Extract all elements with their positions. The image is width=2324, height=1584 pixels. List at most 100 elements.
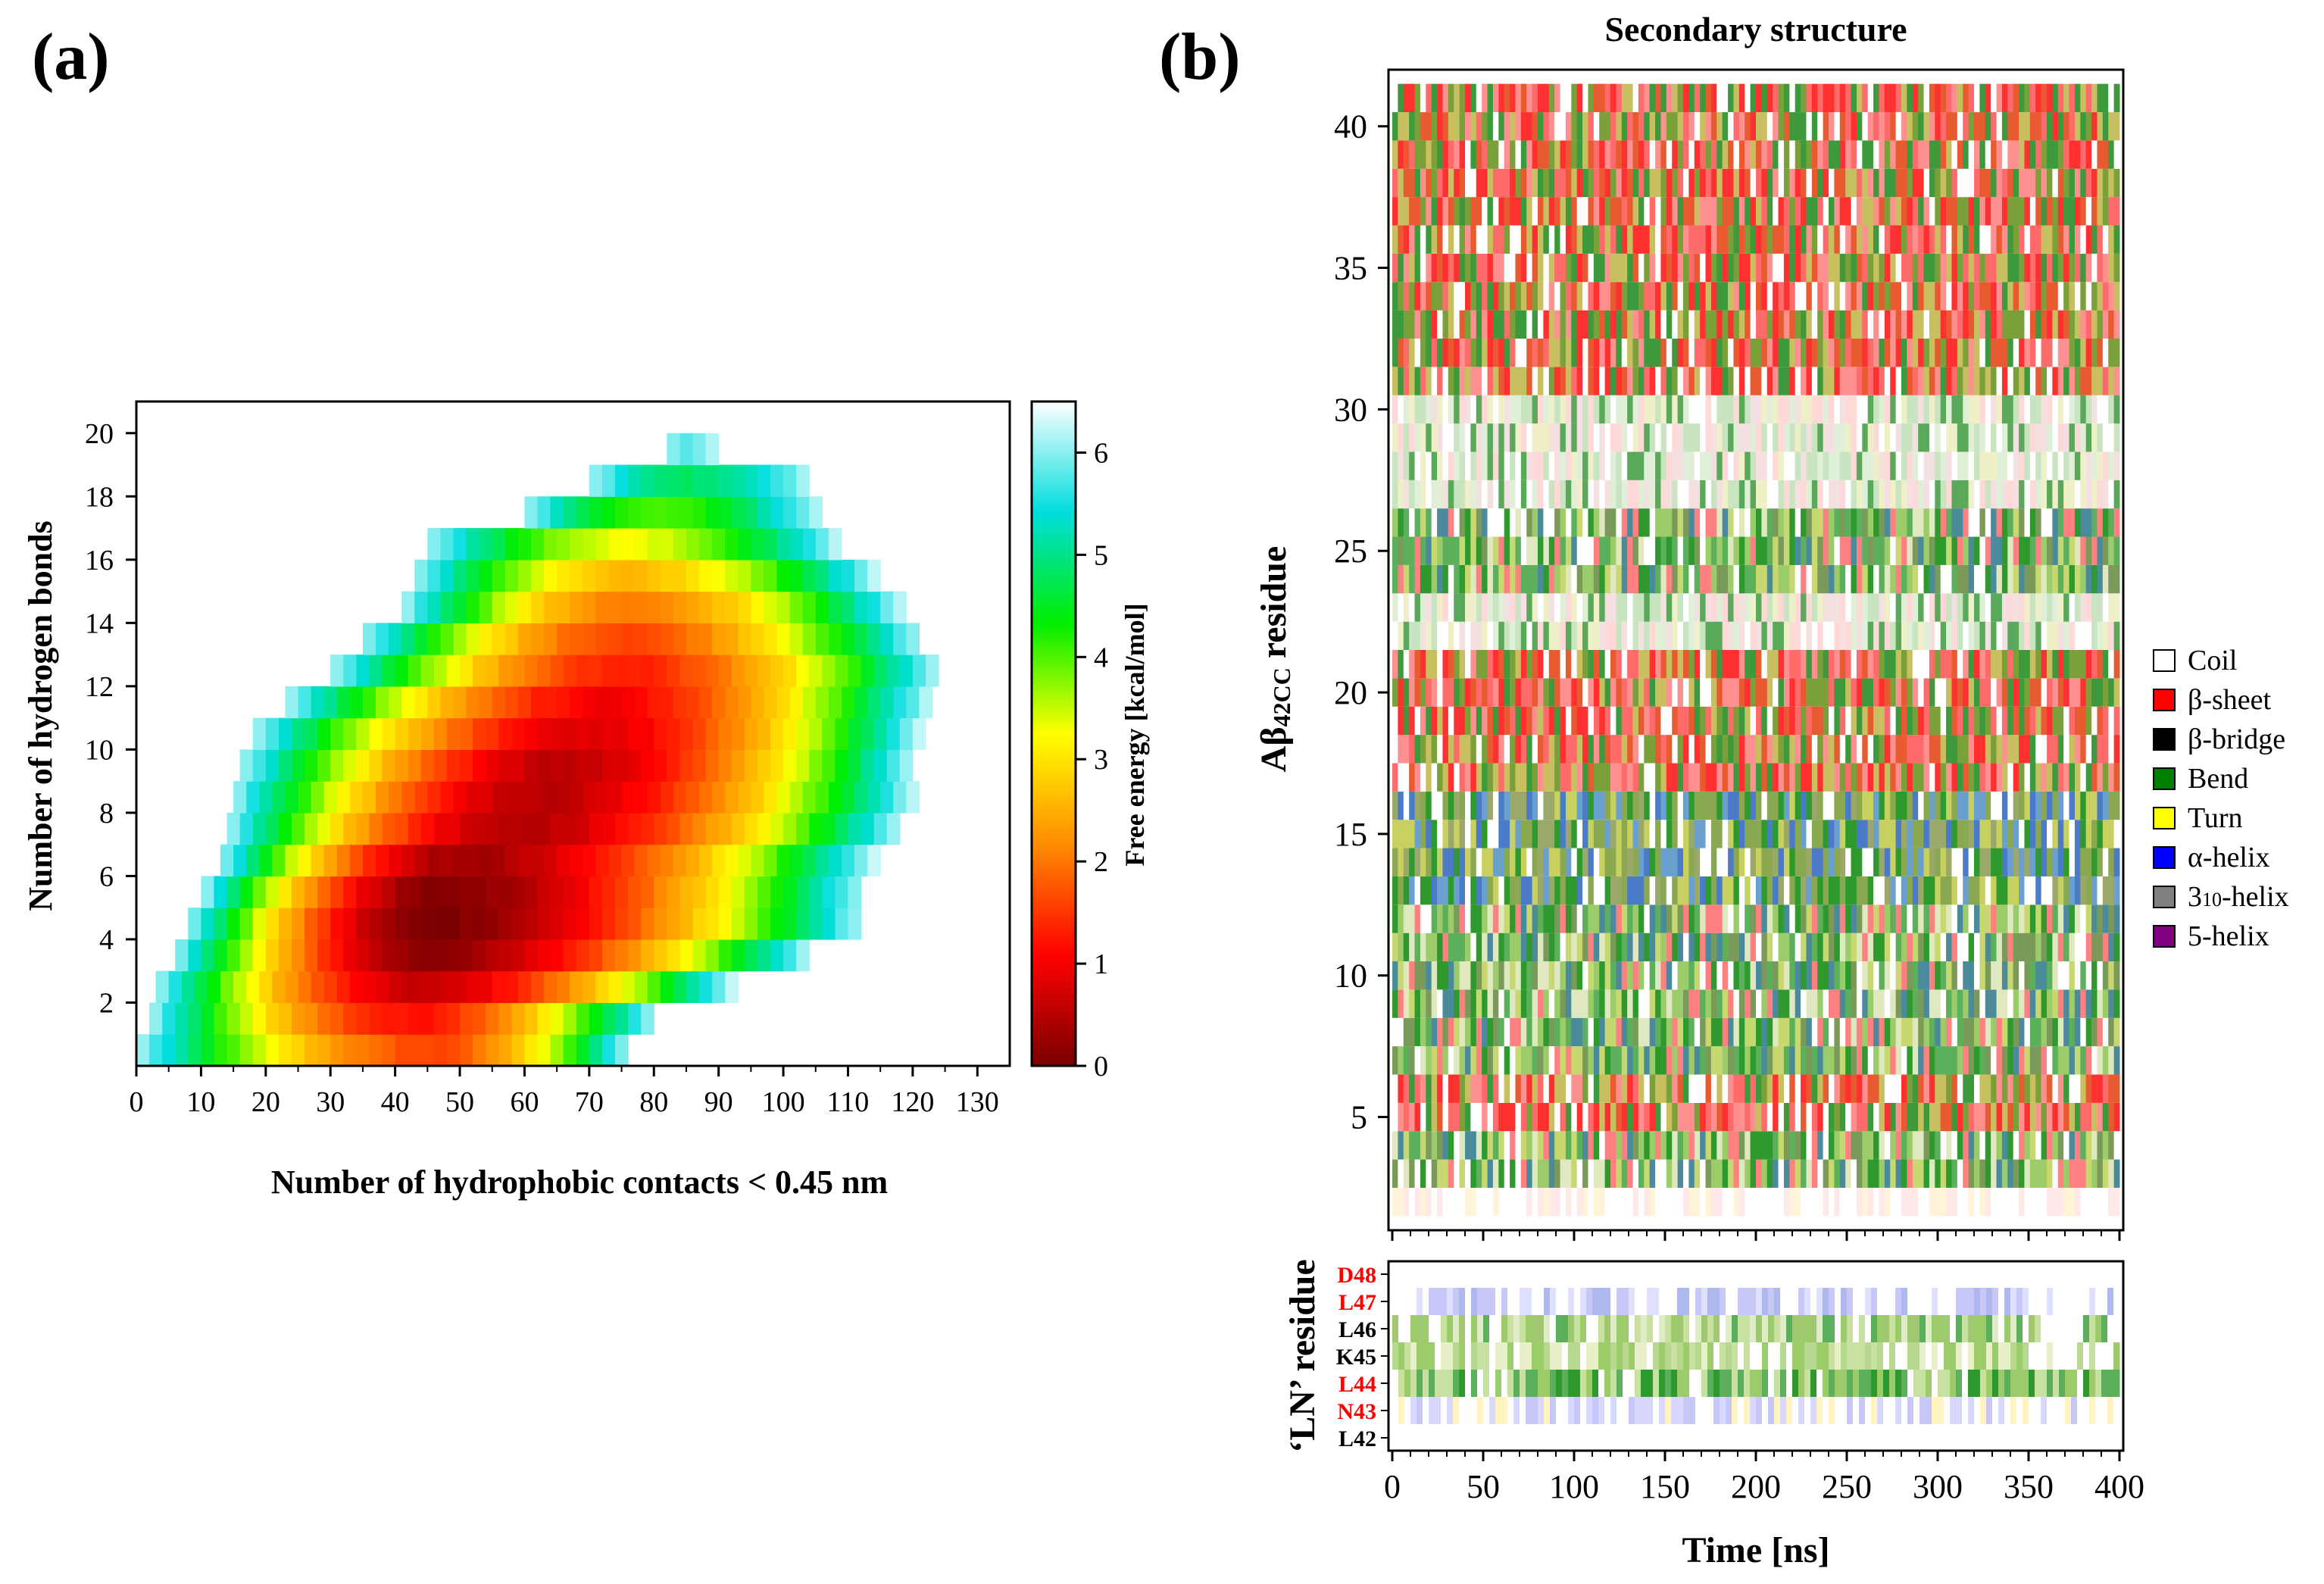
structure-segment (1632, 763, 1639, 792)
structure-segment (1951, 593, 1958, 622)
structure-segment (1968, 536, 1975, 565)
structure-segment (2091, 1187, 2098, 1217)
structure-segment (1974, 451, 1980, 480)
structure-segment (1426, 848, 1432, 876)
structure-segment (1599, 367, 1606, 395)
heatmap-cell (731, 876, 745, 908)
structure-segment (1968, 989, 1975, 1018)
structure-segment (1543, 848, 1550, 876)
structure-segment (1979, 395, 1986, 424)
structure-segment (1884, 650, 1891, 679)
structure-segment (1856, 1102, 1863, 1132)
structure-segment (1632, 338, 1639, 367)
structure-segment (1487, 564, 1494, 594)
heatmap-cell (848, 908, 862, 940)
structure-segment (1548, 650, 1555, 679)
structure-segment (1789, 338, 1796, 367)
structure-segment (1761, 820, 1768, 848)
structure-segment (1963, 1131, 1969, 1160)
structure-segment (1912, 876, 1919, 905)
heatmap-cell (699, 559, 713, 592)
structure-segment (1817, 593, 1824, 622)
structure-segment (1448, 933, 1454, 962)
structure-segment (1599, 1187, 1606, 1217)
structure-segment (1957, 1046, 1963, 1075)
structure-segment (1476, 1046, 1482, 1075)
structure-segment (1510, 961, 1516, 990)
structure-segment (1504, 508, 1510, 537)
structure-segment (1750, 904, 1757, 933)
structure-segment (1470, 961, 1477, 990)
structure-segment (1951, 961, 1958, 990)
structure-segment (2007, 933, 2014, 962)
structure-segment (1554, 763, 1561, 792)
structure-segment (1879, 536, 1885, 565)
heatmap-cell (647, 591, 661, 623)
structure-segment (1392, 650, 1398, 679)
structure-segment (2108, 564, 2115, 594)
structure-segment (2074, 989, 2081, 1018)
structure-segment (2007, 367, 2014, 395)
heatmap-cell (311, 970, 325, 1004)
heatmap-cell (557, 686, 570, 719)
structure-segment (1599, 564, 1606, 594)
structure-segment (1935, 338, 1941, 367)
structure-segment (2057, 848, 2064, 876)
structure-segment (1895, 848, 1902, 876)
structure-segment (1716, 678, 1723, 707)
structure-segment (1610, 791, 1616, 820)
structure-segment (1890, 1187, 1897, 1217)
structure-segment (1750, 564, 1757, 594)
heatmap-cell (673, 970, 687, 1004)
structure-segment (1543, 933, 1550, 962)
heatmap-cell (420, 876, 435, 908)
structure-segment (1705, 1131, 1712, 1160)
structure-segment (1599, 423, 1606, 452)
structure-segment (1806, 480, 1813, 509)
structure-segment (1448, 763, 1454, 792)
structure-segment (1476, 1074, 1482, 1103)
structure-segment (2029, 508, 2036, 537)
heatmap-cell (382, 908, 396, 940)
structure-segment (2041, 338, 2048, 367)
heatmap-cell (343, 655, 357, 687)
heatmap-cell (162, 1034, 176, 1067)
structure-segment (2047, 848, 2053, 876)
structure-segment (1409, 310, 1416, 339)
heatmap-cell (815, 528, 829, 561)
structure-segment (1414, 820, 1421, 848)
structure-segment (1761, 1131, 1768, 1160)
structure-segment (1951, 904, 1958, 933)
structure-segment (1621, 480, 1628, 509)
structure-segment (1957, 564, 1963, 594)
structure-segment (1448, 820, 1454, 848)
structure-segment (2019, 791, 2025, 820)
structure-segment (1811, 508, 1818, 537)
heatmap-cell (504, 528, 519, 561)
structure-segment (1520, 423, 1527, 452)
structure-segment (1918, 876, 1925, 905)
structure-segment (2035, 451, 2042, 480)
structure-segment (1884, 1017, 1891, 1047)
structure-segment (1644, 1102, 1651, 1132)
structure-segment (1487, 961, 1494, 990)
heatmap-cell (395, 1034, 409, 1067)
heatmap-cell (880, 591, 894, 623)
structure-segment (1498, 763, 1505, 792)
structure-segment (1756, 1017, 1762, 1047)
structure-segment (1974, 791, 1980, 820)
structure-segment (1710, 961, 1717, 990)
heatmap-cell (673, 686, 687, 719)
structure-segment (1745, 650, 1751, 679)
structure-segment (1806, 508, 1813, 537)
structure-segment (1538, 904, 1544, 933)
structure-segment (1543, 763, 1550, 792)
heatmap-cell (835, 655, 849, 687)
structure-segment (2019, 848, 2025, 876)
structure-segment (1571, 848, 1578, 876)
structure-segment (1968, 451, 1975, 480)
heatmap-cell (744, 939, 758, 972)
structure-segment (2007, 1187, 2014, 1217)
structure-segment (1392, 848, 1398, 876)
structure-segment (1655, 1074, 1661, 1103)
